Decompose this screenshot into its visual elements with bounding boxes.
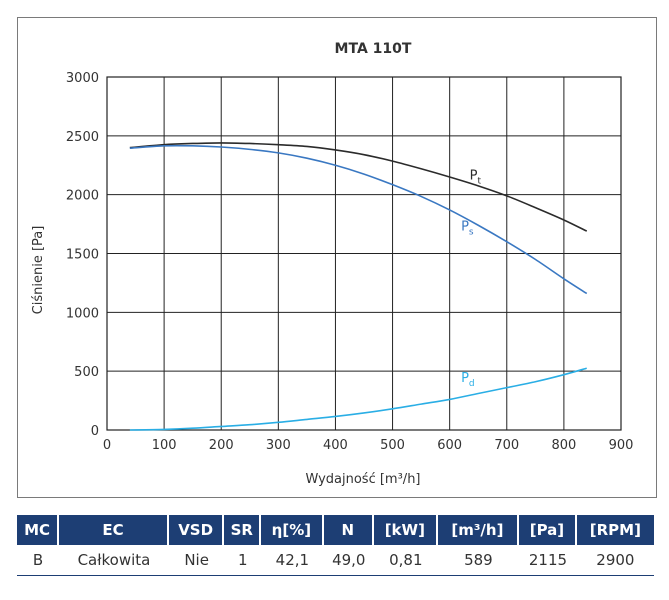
chart-title: MTA 110T [335, 41, 412, 57]
cell-vsd: Nie [168, 545, 225, 576]
y-axis-ticks: 0 500 1000 1500 2000 2500 3000 [66, 71, 99, 439]
cell-rpm: 2900 [576, 545, 654, 576]
series-label-pt: Pt [470, 168, 482, 186]
cell-mc: B [17, 545, 60, 576]
cell-flow: 589 [437, 545, 520, 576]
grid [106, 76, 622, 431]
y-tick-label: 3000 [66, 71, 99, 86]
series-line-ps [129, 144, 588, 295]
header-mc: MC [17, 515, 60, 545]
cell-pressure: 2115 [519, 545, 577, 576]
y-tick-label: 500 [74, 365, 99, 380]
cell-power: 0,81 [373, 545, 438, 576]
header-power: [kW] [373, 515, 438, 545]
series-labels: Pt Ps Pd [461, 168, 481, 388]
x-tick-label: 800 [551, 438, 576, 453]
y-tick-label: 1500 [66, 248, 99, 263]
header-efficiency: η[%] [261, 515, 324, 545]
cell-sr: 1 [224, 545, 262, 576]
x-tick-label: 400 [323, 438, 348, 453]
y-axis-label: Ciśnienie [Pa] [31, 226, 46, 315]
x-tick-label: 200 [209, 438, 234, 453]
y-tick-label: 2500 [66, 130, 99, 145]
cell-ec: Całkowita [59, 545, 169, 576]
series-line-pd [129, 367, 587, 431]
header-ec: EC [59, 515, 169, 545]
series-line-pt [129, 142, 588, 232]
x-tick-label: 0 [103, 438, 111, 453]
header-vsd: VSD [168, 515, 225, 545]
chart-frame: MTA 110T 0 100 200 300 400 500 600 700 800 900 0 5… [17, 17, 657, 498]
series-label-ps: Ps [461, 220, 474, 238]
x-axis-label: Wydajność [m³/h] [305, 472, 420, 487]
y-tick-label: 0 [91, 424, 99, 439]
x-tick-label: 300 [266, 438, 291, 453]
table-header-row: MC EC VSD SR η[%] N [kW] [m³/h] [Pa] [RP… [17, 515, 654, 545]
series-label-pd: Pd [461, 371, 475, 389]
cell-efficiency: 42,1 [261, 545, 324, 576]
header-pressure: [Pa] [519, 515, 577, 545]
header-sr: SR [224, 515, 262, 545]
x-axis-ticks: 0 100 200 300 400 500 600 700 800 900 [103, 438, 634, 453]
table-row: B Całkowita Nie 1 42,1 49,0 0,81 589 211… [17, 545, 654, 576]
header-flow: [m³/h] [437, 515, 520, 545]
cell-n: 49,0 [323, 545, 374, 576]
header-rpm: [RPM] [576, 515, 654, 545]
header-n: N [323, 515, 374, 545]
x-tick-label: 100 [152, 438, 177, 453]
x-tick-label: 600 [437, 438, 462, 453]
spec-table: MC EC VSD SR η[%] N [kW] [m³/h] [Pa] [RP… [17, 515, 654, 576]
x-tick-label: 500 [380, 438, 405, 453]
x-tick-label: 700 [494, 438, 519, 453]
plot-border [106, 76, 622, 431]
y-tick-label: 2000 [66, 189, 99, 204]
x-tick-label: 900 [609, 438, 634, 453]
series [129, 142, 588, 431]
y-tick-label: 1000 [66, 306, 99, 321]
pressure-chart: MTA 110T 0 100 200 300 400 500 600 700 800 900 0 5… [31, 41, 634, 487]
